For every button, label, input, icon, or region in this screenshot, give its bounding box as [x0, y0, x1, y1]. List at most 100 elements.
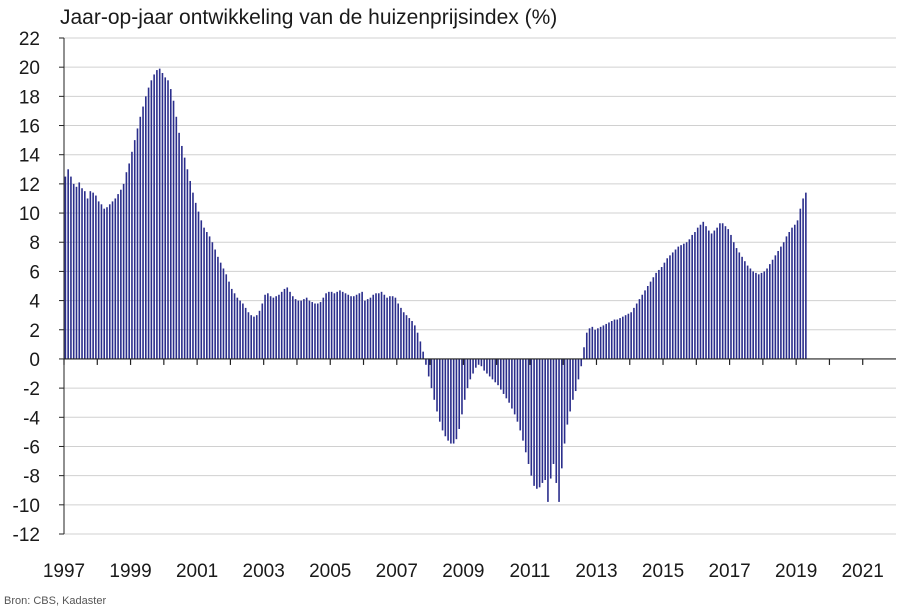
y-tick-label: 12: [19, 175, 40, 196]
bar: [402, 312, 405, 359]
bar: [308, 300, 311, 359]
bar: [103, 208, 106, 359]
bar: [228, 281, 230, 359]
bar: [233, 293, 236, 359]
bar: [605, 323, 607, 359]
bar: [530, 358, 533, 476]
bar: [214, 249, 216, 359]
bar: [452, 358, 455, 444]
bar: [225, 274, 228, 359]
bar: [599, 326, 602, 359]
bar: [89, 191, 92, 359]
x-tick-label: 1999: [109, 561, 151, 582]
bar: [732, 242, 735, 359]
bar: [175, 116, 178, 359]
y-tick-label: 4: [29, 292, 40, 313]
bar: [169, 89, 172, 359]
x-tick-label: 2007: [376, 561, 418, 582]
y-tick-labels: -12 -10 -8 -6 -4 -2 0 2 4 6 8 10 12 14 16 18 20 22: [13, 29, 41, 546]
bar: [577, 358, 580, 380]
y-tick-label: 6: [29, 262, 40, 283]
bar: [311, 302, 314, 359]
bar: [585, 332, 588, 359]
chart-source: Bron: CBS, Kadaster: [4, 595, 107, 607]
bar: [164, 77, 167, 359]
bar: [156, 70, 158, 359]
bar: [716, 227, 718, 359]
bar: [519, 358, 522, 431]
bar: [805, 192, 807, 359]
bar: [397, 303, 399, 359]
bar: [131, 151, 133, 359]
bar: [97, 201, 100, 359]
bar: [294, 299, 297, 359]
bar: [450, 358, 452, 444]
bar: [436, 358, 438, 412]
bar: [161, 73, 164, 359]
x-tick-label: 2003: [243, 561, 285, 582]
bar: [200, 220, 203, 359]
bar: [255, 315, 258, 359]
bar: [547, 358, 549, 502]
bar: [194, 202, 197, 359]
bar: [347, 294, 350, 359]
x-tick-label: 2017: [708, 561, 750, 582]
bar: [755, 272, 757, 359]
bar: [461, 358, 463, 415]
bar: [491, 358, 494, 380]
bar: [516, 358, 519, 422]
bar: [791, 227, 793, 359]
bar: [635, 303, 638, 359]
bar: [735, 248, 738, 359]
bar: [339, 290, 341, 359]
bar: [455, 358, 458, 440]
bar: [738, 252, 741, 359]
bar: [691, 234, 693, 359]
bar: [785, 236, 788, 359]
bar: [84, 191, 86, 359]
bar: [391, 296, 394, 359]
bar: [641, 294, 644, 359]
bar: [633, 307, 635, 359]
bar: [660, 267, 663, 359]
bar: [749, 268, 752, 359]
bar: [475, 358, 477, 368]
bar: [769, 264, 771, 359]
bar: [222, 268, 225, 359]
bar: [613, 319, 616, 359]
bar: [771, 259, 774, 359]
bar: [278, 294, 280, 359]
bar: [117, 194, 119, 359]
bar: [766, 268, 768, 359]
bar: [705, 226, 707, 359]
bar: [497, 358, 499, 386]
bar: [386, 297, 388, 359]
bar: [699, 224, 702, 359]
bar: [336, 291, 338, 359]
bar: [303, 299, 305, 359]
y-tick-label: -8: [23, 467, 40, 488]
bar: [377, 293, 380, 359]
bar: [744, 261, 746, 359]
bar: [330, 291, 333, 359]
bar: [708, 230, 710, 359]
y-tick-label: -6: [23, 437, 40, 458]
bar: [108, 204, 111, 359]
bar: [616, 319, 619, 359]
bar: [663, 262, 666, 359]
bar: [355, 294, 358, 359]
bar: [100, 204, 103, 359]
bar: [178, 132, 180, 359]
bar: [122, 183, 125, 359]
bar: [314, 303, 316, 359]
bar: [344, 293, 347, 359]
bar: [139, 116, 142, 359]
bar: [111, 201, 114, 359]
bar: [350, 296, 352, 359]
bar: [669, 255, 671, 359]
bar: [292, 296, 294, 359]
y-tick-label: 18: [19, 87, 40, 108]
bar: [508, 358, 510, 403]
bar: [411, 321, 413, 359]
bar: [602, 325, 605, 359]
